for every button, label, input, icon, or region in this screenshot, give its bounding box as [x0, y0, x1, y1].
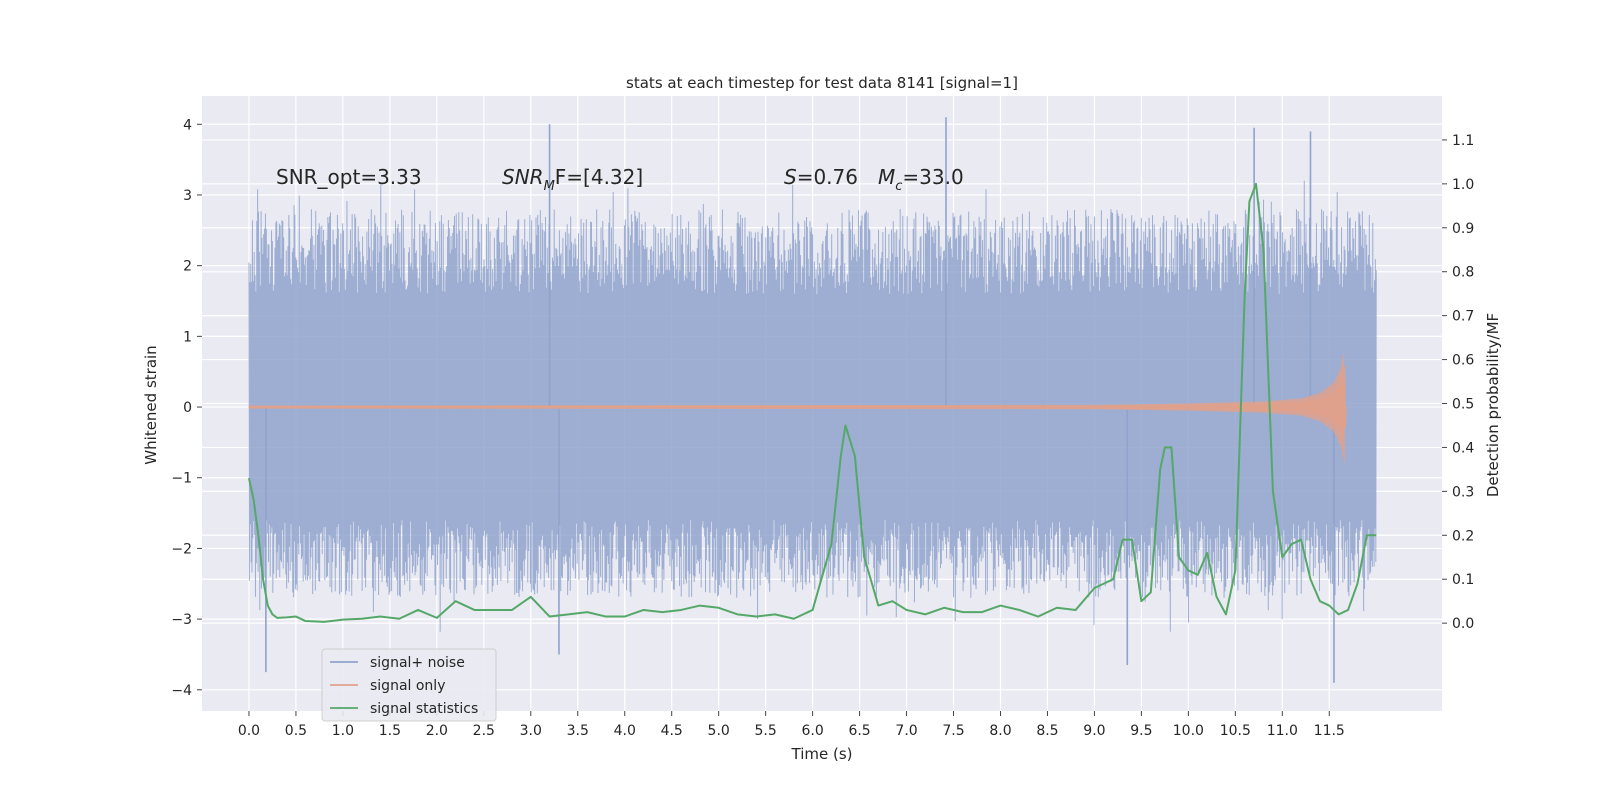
- x-axis-label: Time (s): [791, 745, 853, 763]
- signal-statistics-series: [247, 182, 1377, 623]
- mc-main: M: [878, 165, 895, 189]
- x-tick-label: 0.5: [285, 723, 307, 739]
- y-right-tick-label: 0.0: [1452, 616, 1474, 632]
- y-tick-label: −1: [171, 471, 192, 487]
- x-tick-label: 6.0: [801, 723, 823, 739]
- y-tick-label: 3: [183, 188, 192, 204]
- x-tick-label: 10.5: [1220, 723, 1251, 739]
- snr-mf-main: SNR: [502, 165, 544, 189]
- y-right-tick-label: 1.0: [1452, 177, 1474, 193]
- legend: signal+ noise signal only signal statist…: [321, 648, 497, 722]
- s-rest: =0.76: [797, 165, 858, 189]
- annotation-snr-opt: SNR_opt=3.33: [276, 165, 422, 189]
- x-tick-label: 0.0: [238, 723, 260, 739]
- legend-label-signal-noise: signal+ noise: [370, 655, 465, 671]
- x-tick-label: 10.0: [1173, 723, 1204, 739]
- legend-label-signal-statistics: signal statistics: [370, 701, 478, 717]
- x-tick-label: 2.0: [426, 723, 448, 739]
- chart-title: stats at each timestep for test data 814…: [626, 74, 1018, 92]
- x-tick-label: 7.0: [895, 723, 917, 739]
- x-tick-label: 9.5: [1130, 723, 1152, 739]
- x-tick-label: 3.0: [520, 723, 542, 739]
- y-tick-label: 1: [183, 329, 192, 345]
- y-right-tick-label: 0.7: [1452, 309, 1474, 325]
- y-tick-label: 4: [183, 117, 192, 133]
- x-tick-label: 2.5: [473, 723, 495, 739]
- mc-sub: c: [895, 179, 902, 194]
- legend-box: [321, 648, 497, 722]
- x-tick-label: 11.0: [1267, 723, 1298, 739]
- x-tick-label: 11.5: [1314, 723, 1345, 739]
- y-tick-label: −2: [171, 541, 192, 557]
- x-tick-label: 1.5: [379, 723, 401, 739]
- y-axis-label-right: Detection probability/MF: [1484, 313, 1502, 497]
- y-tick-label: −4: [171, 683, 192, 699]
- s-main: S: [784, 165, 797, 189]
- y-right-tick-label: 0.2: [1452, 528, 1474, 544]
- y-right-tick-label: 0.9: [1452, 221, 1474, 237]
- snr-mf-rest: F=[4.32]: [555, 165, 643, 189]
- mc-rest: =33.0: [902, 165, 963, 189]
- x-tick-label: 1.0: [332, 723, 354, 739]
- y-axis-label-left: Whitened strain: [142, 345, 160, 464]
- y-right-tick-label: 0.6: [1452, 353, 1474, 369]
- x-tick-label: 5.0: [708, 723, 730, 739]
- y-right-tick-label: 0.4: [1452, 440, 1474, 456]
- y-axis-left: 4 3 2 1 0 −1 −2 −3 −4: [171, 117, 202, 699]
- x-tick-label: 4.5: [661, 723, 683, 739]
- y-right-tick-label: 0.3: [1452, 484, 1474, 500]
- signal-only-series: [248, 354, 1347, 463]
- legend-label-signal-only: signal only: [370, 678, 445, 694]
- x-axis: 0.0 0.5 1.0 1.5 2.0 2.5 3.0 3.5 4.0 4.5 5.0 5.5 6.0 6…: [238, 711, 1345, 739]
- y-tick-label: −3: [171, 612, 192, 628]
- x-tick-label: 4.0: [614, 723, 636, 739]
- x-tick-label: 8.5: [1036, 723, 1058, 739]
- y-tick-label: 0: [183, 400, 192, 416]
- y-right-tick-label: 0.5: [1452, 397, 1474, 413]
- signal-statistics-line: [247, 182, 1377, 623]
- x-tick-label: 8.0: [989, 723, 1011, 739]
- y-axis-right: 1.1 1.0 0.9 0.8 0.7 0.6 0.5 0.4 0.3 0.2 0.1 0.0: [1442, 133, 1474, 632]
- y-right-tick-label: 0.1: [1452, 572, 1474, 588]
- y-right-tick-label: 0.8: [1452, 265, 1474, 281]
- snr-mf-sub: M: [544, 179, 555, 194]
- annotation-s: S=0.76: [784, 165, 858, 189]
- signal-noise-series: [248, 117, 1377, 683]
- signal-noise-line: [248, 176, 1377, 632]
- x-tick-label: 6.5: [848, 723, 870, 739]
- annotation-mc: Mc=33.0: [878, 165, 964, 194]
- annotation-snr-mf: SNRMF=[4.32]: [502, 165, 643, 194]
- y-tick-label: 2: [183, 259, 192, 275]
- x-tick-label: 3.5: [567, 723, 589, 739]
- x-tick-label: 9.0: [1083, 723, 1105, 739]
- signal-only-line: [248, 354, 1347, 463]
- x-tick-label: 5.5: [755, 723, 777, 739]
- x-tick-label: 7.5: [942, 723, 964, 739]
- y-right-tick-label: 1.1: [1452, 133, 1474, 149]
